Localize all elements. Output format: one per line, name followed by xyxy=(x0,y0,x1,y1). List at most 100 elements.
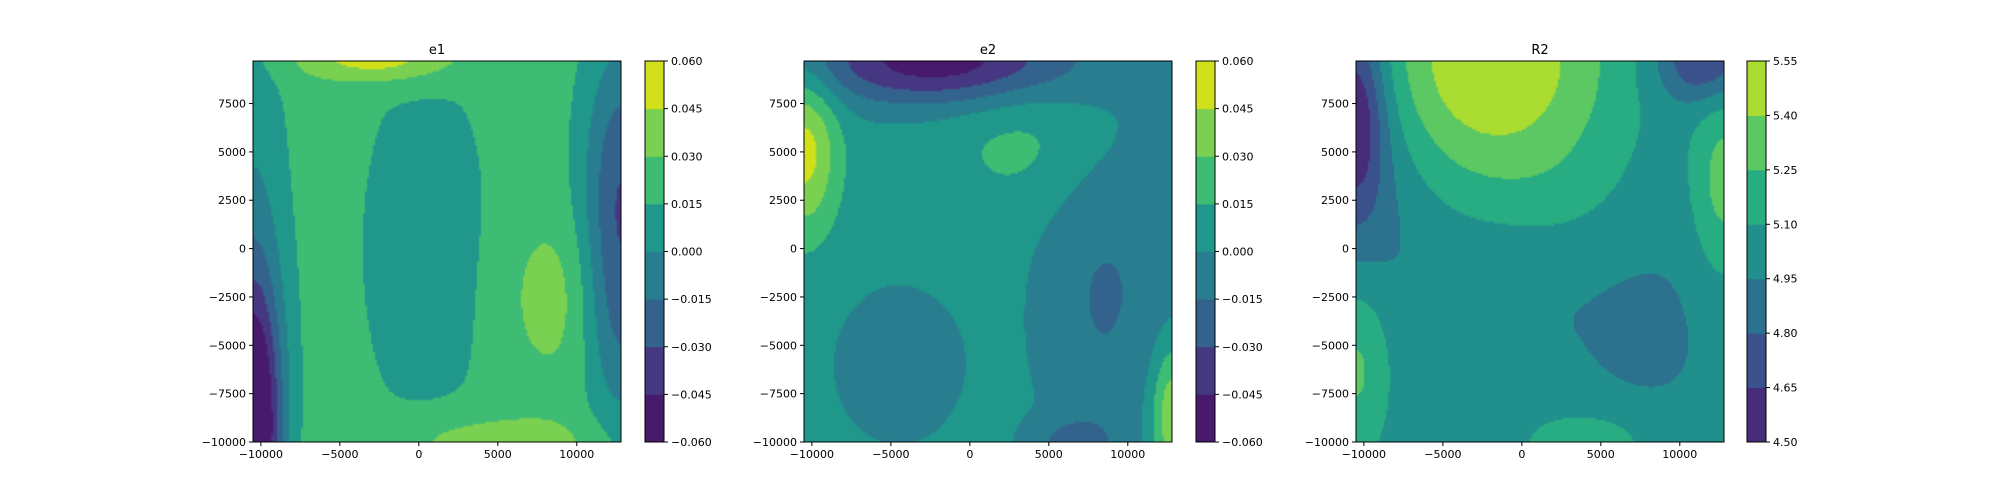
y-tick-label: 0 xyxy=(239,243,246,256)
colorbar-band xyxy=(1747,61,1766,116)
y-tick-label: 2500 xyxy=(218,194,246,207)
panel-title: e1 xyxy=(429,43,445,58)
colorbar-band xyxy=(645,251,664,300)
x-tick-label: 5000 xyxy=(484,448,512,461)
colorbar-r2: 4.50 4.65 4.80 4.95 5.10 5.25 5.40 5.55 xyxy=(1746,55,1798,449)
axes-frame xyxy=(1355,60,1725,443)
colorbar-band xyxy=(1196,108,1215,157)
colorbar-band xyxy=(645,61,664,110)
y-tick-label: −7500 xyxy=(1312,388,1349,401)
x-axis-ticks: −10000 −5000 0 5000 10000 xyxy=(790,442,1145,461)
x-axis-ticks: −10000 −5000 0 5000 10000 xyxy=(1342,442,1697,461)
colorbar-tick-label: 4.80 xyxy=(1773,327,1798,340)
x-tick-label: 5000 xyxy=(1035,448,1063,461)
panel-title: e2 xyxy=(980,43,996,58)
colorbar-e2: −0.060 −0.045 −0.030 −0.015 0.000 0.015 0.030 0… xyxy=(1195,55,1263,449)
x-tick-label: 0 xyxy=(1518,448,1525,461)
colorbar-tick-label: 5.40 xyxy=(1773,109,1798,122)
y-tick-label: −10000 xyxy=(202,436,246,449)
y-tick-label: −2500 xyxy=(209,291,246,304)
y-axis-ticks: −10000 −7500 −5000 −2500 0 2500 5000 7500 xyxy=(202,98,253,449)
colorbar-band xyxy=(645,299,664,348)
colorbar-tick-label: 4.95 xyxy=(1773,273,1798,286)
colorbar-tick-label: 0.015 xyxy=(1222,198,1254,211)
x-tick-label: 0 xyxy=(966,448,973,461)
y-tick-label: 5000 xyxy=(218,146,246,159)
y-axis-ticks: −10000 −7500 −5000 −2500 0 2500 5000 7500 xyxy=(1305,98,1356,449)
y-tick-label: 0 xyxy=(1342,243,1349,256)
colorbar-tick-label: −0.045 xyxy=(1222,388,1263,401)
colorbar-band xyxy=(1747,278,1766,334)
colorbar-band xyxy=(1747,115,1766,171)
colorbar-tick-label: 4.50 xyxy=(1773,436,1798,449)
panel-title: R2 xyxy=(1531,43,1548,58)
colorbar-tick-label: 0.000 xyxy=(671,246,703,259)
x-tick-label: 10000 xyxy=(1110,448,1145,461)
x-tick-label: −10000 xyxy=(1342,448,1386,461)
x-axis-ticks: −10000 −5000 0 5000 10000 xyxy=(239,442,594,461)
colorbar-tick-label: −0.015 xyxy=(671,293,712,306)
x-tick-label: 5000 xyxy=(1587,448,1615,461)
colorbar-tick-label: −0.060 xyxy=(1222,436,1263,449)
colorbar-band xyxy=(1196,299,1215,348)
y-tick-label: 7500 xyxy=(1321,98,1349,111)
y-tick-label: −10000 xyxy=(753,436,797,449)
colorbar-band xyxy=(645,108,664,157)
axes-frame xyxy=(252,60,622,443)
colorbar-band xyxy=(1196,61,1215,110)
colorbar-band xyxy=(1196,156,1215,205)
x-tick-label: −10000 xyxy=(239,448,283,461)
y-tick-label: 2500 xyxy=(1321,194,1349,207)
y-tick-label: 5000 xyxy=(1321,146,1349,159)
colorbar-tick-label: 0.000 xyxy=(1222,246,1254,259)
x-tick-label: 10000 xyxy=(1662,448,1697,461)
colorbar-tick-label: 5.10 xyxy=(1773,218,1798,231)
y-tick-label: −10000 xyxy=(1305,436,1349,449)
contour-field-e1 xyxy=(253,61,621,442)
y-axis-ticks: −10000 −7500 −5000 −2500 0 2500 5000 7500 xyxy=(753,98,804,449)
y-tick-label: −2500 xyxy=(1312,291,1349,304)
contour-panel-e1: e1 −10000 −5000 0 5000 10000 −10000 −7500 −500… xyxy=(202,43,712,461)
colorbar-tick-label: −0.015 xyxy=(1222,293,1263,306)
contour-field-r2 xyxy=(1356,61,1724,442)
colorbar-band xyxy=(645,203,664,252)
colorbar-tick-label: −0.060 xyxy=(671,436,712,449)
colorbar-tick-label: 0.030 xyxy=(671,150,703,163)
contour-panel-e2: e2 −10000 −5000 0 5000 10000 −10000 −7500 −500… xyxy=(753,43,1263,461)
colorbar-band xyxy=(1196,251,1215,300)
colorbar-tick-label: 4.65 xyxy=(1773,382,1798,395)
colorbar-band xyxy=(645,156,664,205)
colorbar-band xyxy=(1196,203,1215,252)
y-tick-label: 2500 xyxy=(769,194,797,207)
colorbar-e1: −0.060 −0.045 −0.030 −0.015 0.000 0.015 0.030 0… xyxy=(644,55,712,449)
colorbar-tick-label: 0.045 xyxy=(671,103,703,116)
y-tick-label: −2500 xyxy=(760,291,797,304)
contour-field-e2 xyxy=(804,61,1172,442)
colorbar-tick-label: 0.015 xyxy=(671,198,703,211)
y-tick-label: −5000 xyxy=(1312,339,1349,352)
colorbar-tick-label: −0.030 xyxy=(1222,341,1263,354)
colorbar-band xyxy=(1747,333,1766,389)
colorbar-band xyxy=(645,346,664,395)
colorbar-tick-label: 0.060 xyxy=(1222,55,1254,68)
y-tick-label: 5000 xyxy=(769,146,797,159)
contour-panel-r2: R2 −10000 −5000 0 5000 10000 −10000 −7500 −500… xyxy=(1305,43,1798,461)
colorbar-tick-label: −0.030 xyxy=(671,341,712,354)
colorbar-tick-label: 0.060 xyxy=(671,55,703,68)
y-tick-label: −5000 xyxy=(209,339,246,352)
y-tick-label: −5000 xyxy=(760,339,797,352)
x-tick-label: −10000 xyxy=(790,448,834,461)
y-tick-label: 0 xyxy=(790,243,797,256)
colorbar-tick-label: 5.55 xyxy=(1773,55,1798,68)
axes-frame xyxy=(803,60,1173,443)
colorbar-band xyxy=(1747,224,1766,280)
x-tick-label: −5000 xyxy=(872,448,909,461)
x-tick-label: −5000 xyxy=(321,448,358,461)
colorbar-tick-label: 0.045 xyxy=(1222,103,1254,116)
x-tick-label: 0 xyxy=(415,448,422,461)
x-tick-label: −5000 xyxy=(1424,448,1461,461)
colorbar-band xyxy=(1747,387,1766,443)
colorbar-band xyxy=(1196,394,1215,443)
colorbar-band xyxy=(645,394,664,443)
